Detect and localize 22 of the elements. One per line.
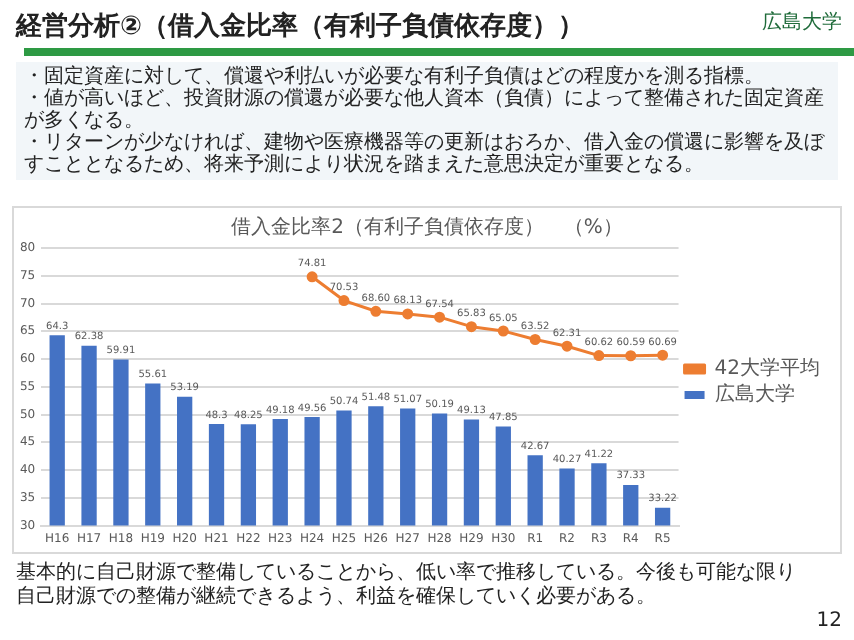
point bbox=[529, 334, 541, 345]
text: 12 bbox=[816, 610, 842, 632]
text: ・値が高いほど、投資財源の償還が必要な他人資本（負債）によって整備された固定資産が多くなる。 bbox=[24, 88, 826, 132]
point bbox=[338, 295, 350, 307]
point bbox=[434, 311, 446, 323]
point bbox=[497, 325, 509, 337]
text: ・リターンが少なければ、建物や医療機器等の更新はおろか、借入金の償還に影響を及ぼすこととなるため、将来予測により状況を踏まえた意思決定が重要となる。 bbox=[24, 132, 827, 176]
text: ・固定資産に対して、償還や利払いが必要な有利子負債はどの程度かを測る指標。 bbox=[24, 66, 764, 88]
point bbox=[370, 305, 382, 317]
point bbox=[465, 321, 477, 333]
point bbox=[625, 350, 637, 362]
text: 経営分析②（借入金比率（有利子負債依存度）） bbox=[16, 9, 585, 44]
point bbox=[402, 308, 414, 320]
chart-title: 借入金比率2（有利子負債依存度） （%） bbox=[231, 215, 623, 240]
legend-label: 42大学平均 bbox=[714, 356, 821, 381]
point bbox=[657, 349, 669, 361]
point bbox=[593, 350, 605, 362]
point bbox=[306, 271, 318, 283]
text: 基本的に自己財源で整備していることから、低い率で推移している。今後も可能な限り自己財源での整備が継続できるよう、利益を確保していく必要がある。 bbox=[16, 562, 798, 610]
point bbox=[561, 340, 573, 352]
text: 広島大学 bbox=[762, 9, 842, 36]
legend-label: 広島大学 bbox=[714, 382, 795, 407]
